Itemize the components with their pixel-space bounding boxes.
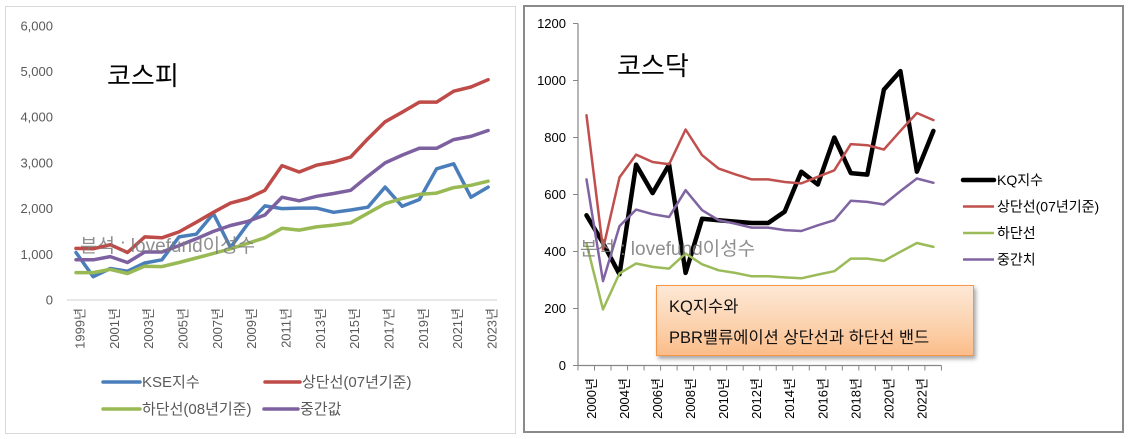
chart-title: 코스닥 (617, 51, 689, 81)
y-tick-label: 4,000 (20, 110, 53, 125)
x-tick-label: 2011년 (279, 308, 294, 348)
legend-label: 상단선(07년기준) (302, 374, 411, 391)
y-tick-label: 600 (544, 187, 566, 202)
legend-label: 중간치 (997, 252, 1036, 268)
upper-band-line (74, 77, 490, 255)
y-tick-label: 0 (559, 358, 566, 373)
x-tick-label: 2012년 (749, 378, 764, 419)
chart-title: 코스피 (107, 61, 179, 91)
annotation-line-2: PBR밸류에이션 상단선과 하단선 밴드 (669, 329, 930, 347)
legend-label: KQ지수 (997, 172, 1043, 188)
x-tick-label: 2006년 (650, 378, 665, 419)
y-tick-label: 2,000 (20, 201, 53, 216)
y-tick-label: 800 (544, 130, 566, 145)
y-tick-label: 1000 (537, 73, 566, 88)
kospi-series-lines (74, 77, 490, 279)
x-tick-label: 2008년 (683, 378, 698, 419)
y-tick-label: 200 (544, 301, 566, 316)
kosdaq-legend: KQ지수 상단선(07년기준) 하단선 중간치 (960, 172, 1099, 268)
x-tick-label: 2016년 (815, 378, 830, 419)
legend-item-lower-band: 하단선(08년기준) (101, 401, 251, 418)
x-tick-label: 2000년 (584, 378, 599, 419)
y-tick-label: 1200 (537, 16, 566, 31)
x-tick-label: 2004년 (617, 378, 632, 419)
x-tick-label: 2010년 (716, 378, 731, 419)
x-tick-label: 2013년 (313, 308, 328, 349)
y-tick-label: 3,000 (20, 155, 53, 170)
median-line (74, 128, 490, 265)
kq-index-line (584, 68, 936, 277)
kospi-axes: 0 1,000 2,000 3,000 4,000 5,000 6,000 1999년 2001… (20, 18, 499, 349)
legend-item-kq-index: KQ지수 (960, 172, 1043, 188)
legend-item-median: 중간치 (963, 252, 1036, 268)
x-tick-label: 2017년 (382, 308, 397, 349)
kospi-chart-panel: 0 1,000 2,000 3,000 4,000 5,000 6,000 1999년 2001… (5, 6, 516, 434)
legend-item-upper-band: 상단선(07년기준) (963, 199, 1099, 215)
annotation-line-1: KQ지수와 (669, 298, 739, 316)
upper-band-line (585, 111, 935, 251)
legend-label: KSE지수 (142, 374, 200, 391)
x-tick-label: 2022년 (914, 378, 929, 419)
legend-label: 하단선 (997, 225, 1036, 241)
x-tick-label: 2023년 (485, 308, 500, 349)
legend-label: 하단선(08년기준) (142, 401, 251, 418)
legend-item-kse-index: KSE지수 (101, 374, 200, 391)
y-tick-label: 0 (46, 293, 53, 308)
legend-label: 중간값 (300, 401, 342, 418)
kosdaq-axes: 0 200 400 600 800 1000 1200 2000년 2004년 2006년 2008… (537, 16, 942, 419)
y-tick-label: 6,000 (20, 18, 53, 33)
median-line (585, 177, 935, 283)
lower-band-line (585, 241, 935, 311)
annotation-callout-box: KQ지수와 PBR밸류에이션 상단선과 하단선 밴드 (656, 285, 974, 356)
y-tick-label: 1,000 (20, 247, 53, 262)
kosdaq-chart-panel: 0 200 400 600 800 1000 1200 2000년 2004년 2006년 2008… (523, 5, 1124, 433)
watermark-text: 분석 : lovefund이성수 (580, 238, 755, 260)
watermark-text: 분석 : lovefund이성수 (80, 235, 255, 257)
kse-index-line (74, 162, 490, 279)
y-tick-label: 400 (544, 244, 566, 259)
x-tick-label: 2009년 (244, 308, 259, 349)
x-tick-label: 1999년 (73, 308, 88, 349)
legend-item-lower-band: 하단선 (963, 225, 1036, 241)
x-tick-label: 2015년 (347, 308, 362, 349)
x-tick-label: 2005년 (176, 308, 191, 349)
y-tick-label: 5,000 (20, 64, 53, 79)
x-tick-label: 2020년 (881, 378, 896, 419)
x-tick-label: 2007년 (210, 308, 225, 349)
legend-label: 상단선(07년기준) (997, 199, 1099, 215)
legend-item-median: 중간값 (262, 401, 342, 418)
legend-item-upper-band: 상단선(07년기준) (263, 374, 411, 391)
kospi-legend: KSE지수 상단선(07년기준) 하단선(08년기준) 중간값 (101, 374, 411, 418)
x-tick-label: 2014년 (782, 378, 797, 419)
x-tick-label: 2003년 (141, 308, 156, 349)
x-tick-label: 2021년 (450, 308, 465, 349)
x-tick-label: 2001년 (107, 308, 122, 349)
x-tick-label: 2019년 (416, 308, 431, 349)
lower-band-line (74, 179, 490, 276)
kosdaq-series-lines (584, 68, 936, 311)
x-tick-label: 2018년 (848, 378, 863, 419)
